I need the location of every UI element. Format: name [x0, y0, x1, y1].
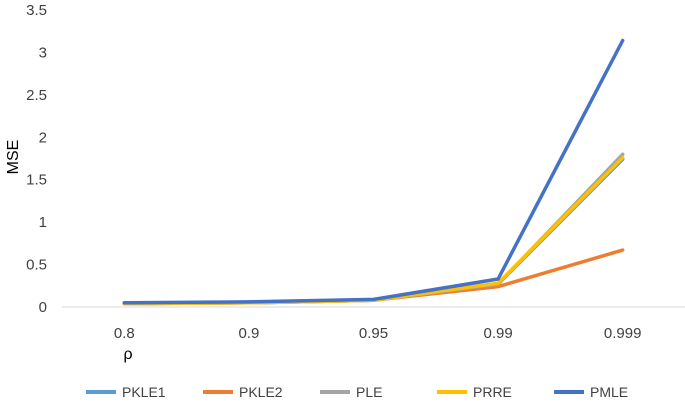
y-tick-label: 1.5: [26, 172, 47, 189]
legend: PKLE1 PKLE2 PLE PRRE PMLE: [86, 384, 628, 400]
series-lines: [122, 38, 625, 306]
legend-label: PMLE: [590, 384, 628, 400]
series-line-pkle2: [122, 248, 625, 306]
series-line-prre: [122, 155, 625, 306]
x-axis-ticks: 0.8 0.9 0.95 0.99 0.999: [114, 325, 642, 342]
x-axis-title: ρ: [123, 346, 132, 363]
y-axis-title: MSE: [5, 140, 22, 175]
x-tick-label: 0.999: [604, 325, 642, 342]
series-line-ple: [122, 152, 625, 306]
series-line-pmle: [122, 38, 625, 305]
x-tick-label: 0.8: [114, 325, 135, 342]
y-tick-label: 1: [39, 214, 47, 231]
y-tick-label: 3: [39, 44, 47, 61]
y-tick-label: 0.5: [26, 257, 47, 274]
legend-label: PRRE: [473, 384, 512, 400]
legend-label: PKLE1: [122, 384, 166, 400]
y-tick-label: 2: [39, 129, 47, 146]
y-tick-label: 0: [39, 299, 47, 316]
x-tick-label: 0.99: [483, 325, 512, 342]
y-axis-ticks: 0 0.5 1 1.5 2 2.5 3 3.5: [26, 2, 47, 316]
legend-label: PLE: [356, 384, 382, 400]
legend-label: PKLE2: [239, 384, 283, 400]
x-tick-label: 0.9: [238, 325, 259, 342]
x-tick-label: 0.95: [359, 325, 388, 342]
y-tick-label: 3.5: [26, 2, 47, 19]
y-tick-label: 2.5: [26, 87, 47, 104]
